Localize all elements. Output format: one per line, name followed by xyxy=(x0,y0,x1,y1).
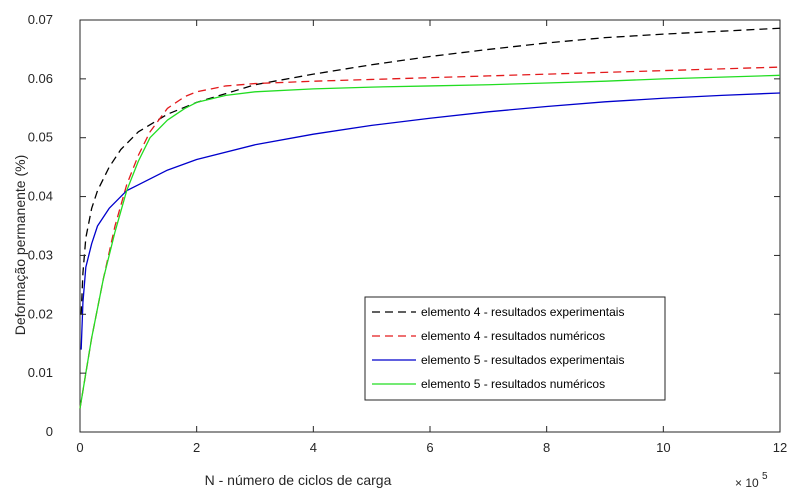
y-tick-label: 0.05 xyxy=(28,130,53,145)
x-axis-multiplier: × 10 xyxy=(735,476,759,490)
y-tick-label: 0.03 xyxy=(28,247,53,262)
legend-box xyxy=(364,296,666,401)
series-line-4 xyxy=(79,74,781,409)
x-axis-label: N - número de ciclos de carga xyxy=(205,472,392,488)
x-tick-label: 8 xyxy=(543,440,550,455)
legend-label-1: elemento 4 - resultados experimentais xyxy=(421,305,624,319)
series-line-1 xyxy=(80,27,781,315)
x-tick-label: 12 xyxy=(773,440,787,455)
legend-label-3: elemento 5 - resultados experimentais xyxy=(421,353,624,367)
tick-layer: 0 2 4 6 8 10 12 0 0.01 0.02 0.03 0.04 0.05 0.06 0.07 xyxy=(28,12,787,455)
x-tick-label: 6 xyxy=(426,440,433,455)
y-tick-label: 0 xyxy=(46,424,53,439)
series-layer xyxy=(79,27,781,409)
legend: elemento 4 - resultados experimentais ele… xyxy=(364,296,666,401)
y-tick-label: 0.02 xyxy=(28,306,53,321)
y-tick-label: 0.04 xyxy=(28,189,53,204)
x-tick-label: 10 xyxy=(656,440,670,455)
y-tick-label: 0.06 xyxy=(28,71,53,86)
x-tick-label: 2 xyxy=(193,440,200,455)
legend-label-4: elemento 5 - resultados numéricos xyxy=(421,377,605,391)
y-tick-label: 0.01 xyxy=(28,365,53,380)
x-tick-label: 0 xyxy=(76,440,83,455)
x-axis-multiplier-exponent: 5 xyxy=(762,471,768,482)
y-tick-label: 0.07 xyxy=(28,12,53,27)
x-tick-label: 4 xyxy=(310,440,317,455)
series-line-2 xyxy=(79,66,781,409)
y-axis-label: Deformação permanente (%) xyxy=(12,155,28,336)
series-line-3 xyxy=(80,92,781,350)
legend-items: elemento 4 - resultados experimentais ele… xyxy=(372,305,624,391)
legend-label-2: elemento 4 - resultados numéricos xyxy=(421,329,605,343)
